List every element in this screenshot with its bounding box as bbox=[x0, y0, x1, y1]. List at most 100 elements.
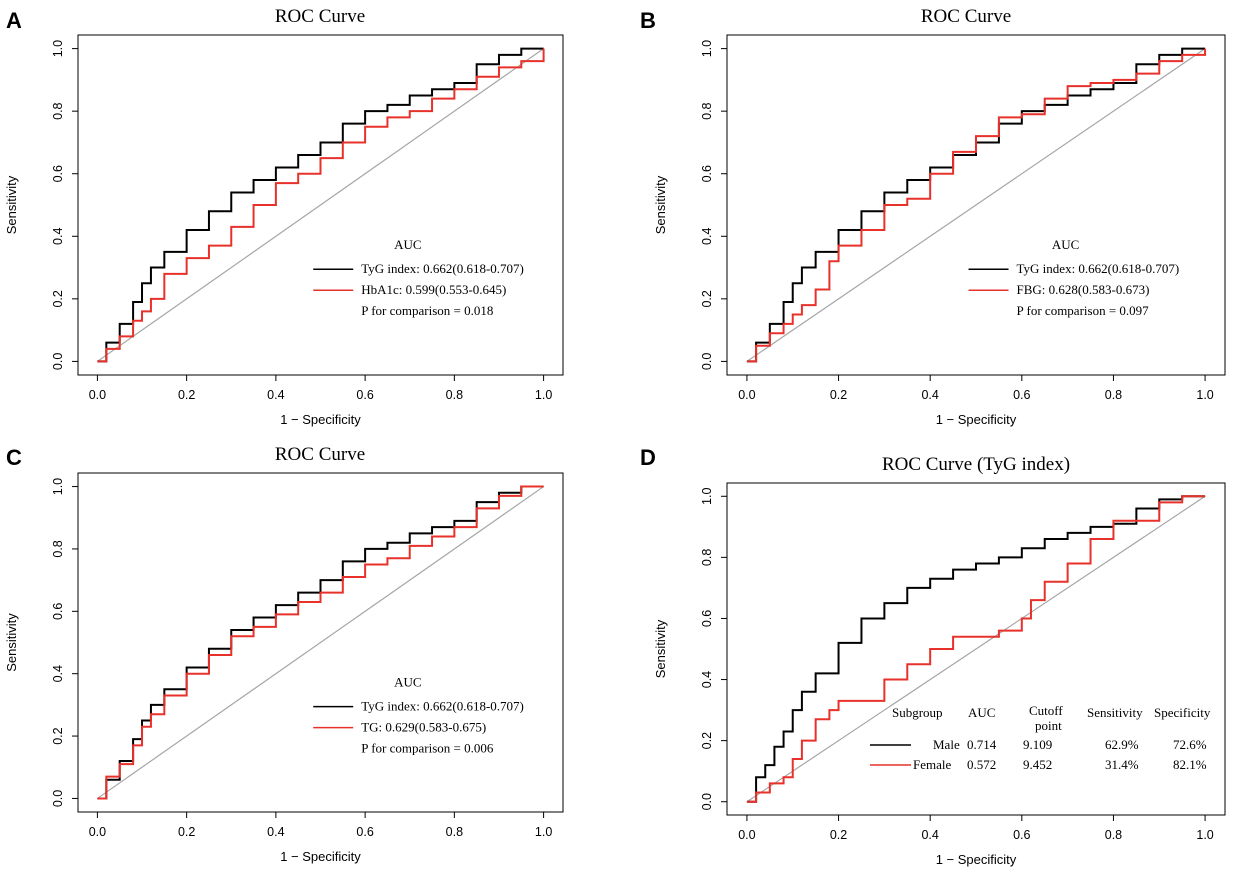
y-tick-label: 0.0 bbox=[51, 353, 65, 370]
legend-specificity: 72.6% bbox=[1173, 737, 1207, 752]
y-tick-label: 1.0 bbox=[700, 488, 714, 505]
legend-subgroup: Female bbox=[913, 757, 951, 772]
x-tick-label: 0.8 bbox=[1105, 828, 1122, 842]
roc-line-red bbox=[97, 48, 545, 363]
panel-a: A ROC Curve 0.0 0.2 0.4 0.6 0.8 1.0 0.0 0.2 0.4 0.6… bbox=[4, 6, 564, 427]
y-tick-label: 0.8 bbox=[700, 102, 714, 119]
legend-entry: FBG: 0.628(0.583-0.673) bbox=[1017, 282, 1150, 297]
legend-title: AUC bbox=[394, 675, 421, 690]
legend-entry: TG: 0.629(0.583-0.675) bbox=[361, 720, 486, 735]
x-tick-label: 0.2 bbox=[178, 388, 195, 402]
legend-sensitivity: 62.9% bbox=[1105, 737, 1139, 752]
y-tick-label: 0.2 bbox=[700, 290, 714, 307]
y-tick-label: 0.6 bbox=[51, 603, 65, 620]
legend-note: P for comparison = 0.018 bbox=[361, 303, 493, 318]
x-tick-label: 0.2 bbox=[178, 825, 195, 839]
y-tick-label: 0.2 bbox=[700, 732, 714, 749]
x-axis-label: 1 − Specificity bbox=[280, 412, 361, 427]
legend-specificity: 82.1% bbox=[1173, 757, 1207, 772]
chart-title: ROC Curve (TyG index) bbox=[882, 454, 1070, 475]
legend-header-auc: AUC bbox=[968, 705, 995, 720]
panel-b: B ROC Curve 0.0 0.2 0.4 0.6 0.8 1.0 0.0 0.2 0.4 0.6… bbox=[640, 6, 1226, 427]
legend-header-cutoff: Cutoff bbox=[1029, 703, 1063, 718]
x-tick-label: 1.0 bbox=[1196, 388, 1213, 402]
y-tick-label: 1.0 bbox=[51, 40, 65, 57]
x-tick-label: 0.4 bbox=[267, 388, 284, 402]
legend-note: P for comparison = 0.006 bbox=[361, 741, 494, 756]
legend-header-point: point bbox=[1035, 718, 1062, 733]
panel-d: D ROC Curve (TyG index) 0.0 0.2 0.4 0.6 0.8 1.0… bbox=[640, 445, 1226, 867]
legend-auc: 0.714 bbox=[967, 737, 997, 752]
roc-line-red bbox=[97, 485, 544, 800]
chart-title: ROC Curve bbox=[275, 444, 365, 465]
legend-header-specificity: Specificity bbox=[1154, 705, 1211, 720]
roc-line-black bbox=[746, 47, 1206, 363]
x-tick-label: 1.0 bbox=[535, 388, 552, 402]
legend-auc: 0.572 bbox=[967, 757, 996, 772]
x-tick-label: 0.2 bbox=[830, 388, 847, 402]
x-axis-label: 1 − Specificity bbox=[936, 412, 1017, 427]
y-tick-label: 0.6 bbox=[700, 610, 714, 627]
y-tick-label: 0.4 bbox=[51, 228, 65, 245]
y-tick-label: 0.0 bbox=[51, 790, 65, 807]
x-tick-label: 0.0 bbox=[738, 828, 755, 842]
legend-entry: TyG index: 0.662(0.618-0.707) bbox=[1017, 261, 1180, 276]
y-tick-label: 0.0 bbox=[700, 793, 714, 810]
y-axis-label: Sensitivity bbox=[4, 613, 19, 672]
panel-letter: C bbox=[6, 445, 22, 470]
y-tick-label: 1.0 bbox=[51, 478, 65, 495]
legend-subgroup: Male bbox=[933, 737, 960, 752]
panel-letter: D bbox=[640, 445, 656, 470]
y-tick-label: 0.4 bbox=[700, 228, 714, 245]
panel-c: C ROC Curve 0.0 0.2 0.4 0.6 0.8 1.0 0.0 0.2 0.4 0.6… bbox=[4, 444, 564, 864]
x-tick-label: 0.6 bbox=[356, 825, 373, 839]
legend-header-sensitivity: Sensitivity bbox=[1087, 705, 1143, 720]
y-tick-label: 0.6 bbox=[51, 165, 65, 182]
x-tick-label: 0.6 bbox=[1013, 828, 1030, 842]
x-tick-label: 0.8 bbox=[446, 388, 463, 402]
y-tick-label: 0.2 bbox=[51, 290, 65, 307]
y-tick-label: 0.6 bbox=[700, 165, 714, 182]
reference-line bbox=[746, 48, 1206, 362]
legend-entry: HbA1c: 0.599(0.553-0.645) bbox=[361, 282, 506, 297]
reference-line bbox=[746, 495, 1206, 803]
legend-cutoff: 9.452 bbox=[1023, 757, 1052, 772]
roc-line-red bbox=[746, 495, 1206, 803]
y-tick-label: 0.2 bbox=[51, 727, 65, 744]
chart-title: ROC Curve bbox=[921, 6, 1011, 27]
panel-letter: B bbox=[640, 8, 656, 33]
y-tick-label: 0.4 bbox=[51, 665, 65, 682]
x-tick-label: 0.8 bbox=[1105, 388, 1122, 402]
y-tick-label: 0.8 bbox=[51, 102, 65, 119]
reference-line bbox=[97, 486, 544, 799]
chart-title: ROC Curve bbox=[275, 6, 365, 27]
x-tick-label: 1.0 bbox=[1196, 828, 1213, 842]
reference-line bbox=[97, 48, 544, 362]
legend-title: AUC bbox=[394, 237, 421, 252]
roc-line-black bbox=[97, 47, 544, 363]
x-tick-label: 0.8 bbox=[446, 825, 463, 839]
legend-cutoff: 9.109 bbox=[1023, 737, 1052, 752]
y-axis-label: Sensitivity bbox=[4, 175, 19, 234]
y-axis-label: Sensitivity bbox=[653, 175, 668, 234]
legend-sensitivity: 31.4% bbox=[1105, 757, 1139, 772]
x-tick-label: 1.0 bbox=[535, 825, 552, 839]
x-tick-label: 0.0 bbox=[89, 825, 106, 839]
legend-note: P for comparison = 0.097 bbox=[1017, 303, 1150, 318]
x-tick-label: 0.0 bbox=[738, 388, 755, 402]
legend-title: AUC bbox=[1052, 237, 1079, 252]
panel-letter: A bbox=[6, 8, 22, 33]
x-axis-label: 1 − Specificity bbox=[280, 849, 361, 864]
roc-line-red bbox=[746, 48, 1207, 363]
x-tick-label: 0.6 bbox=[356, 388, 373, 402]
x-tick-label: 0.0 bbox=[89, 388, 106, 402]
y-tick-label: 0.8 bbox=[51, 540, 65, 557]
y-tick-label: 1.0 bbox=[700, 40, 714, 57]
x-tick-label: 0.2 bbox=[830, 828, 847, 842]
y-tick-label: 0.4 bbox=[700, 671, 714, 688]
x-tick-label: 0.4 bbox=[921, 828, 938, 842]
x-tick-label: 0.6 bbox=[1013, 388, 1030, 402]
y-tick-label: 0.0 bbox=[700, 353, 714, 370]
legend-entry: TyG index: 0.662(0.618-0.707) bbox=[361, 699, 524, 714]
